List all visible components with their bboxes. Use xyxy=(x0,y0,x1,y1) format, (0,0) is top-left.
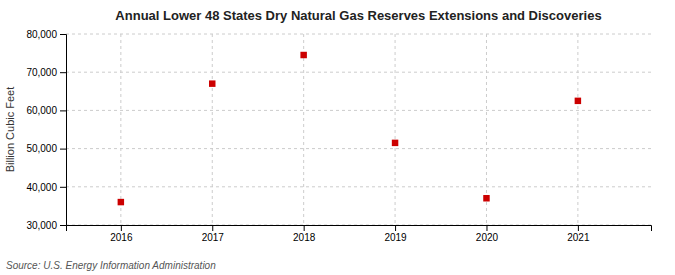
x-tick: 2018 xyxy=(293,225,316,243)
x-tick-mark xyxy=(578,225,579,231)
y-tick-mark xyxy=(60,149,66,150)
x-axis-line xyxy=(67,226,652,232)
x-grid-line xyxy=(303,34,304,225)
x-tick: 2017 xyxy=(202,225,225,243)
y-axis-line xyxy=(60,35,67,226)
title: Annual Lower 48 States Dry Natural Gas R… xyxy=(115,8,601,23)
x-tick: 2021 xyxy=(567,225,590,243)
y-tick-label: 60,000 xyxy=(26,105,57,116)
y-tick: 50,000 xyxy=(26,143,66,154)
x-tick-label: 2017 xyxy=(202,232,225,243)
x-tick-mark xyxy=(304,225,305,231)
y-tick: 70,000 xyxy=(26,67,66,78)
y-tick: 30,000 xyxy=(26,220,66,231)
point xyxy=(300,52,306,58)
x-grid-line xyxy=(120,34,121,225)
x-tick-label: 2021 xyxy=(567,232,590,243)
plot: 2016 2017 2018 2019 2020 2021 30,000 40,000 50,0… xyxy=(26,29,651,243)
y-tick-mark xyxy=(60,34,66,35)
x-tick-label: 2020 xyxy=(476,232,499,243)
x-tick-label: 2016 xyxy=(110,232,133,243)
y-grid-line xyxy=(66,72,651,73)
y-tick-label: 80,000 xyxy=(26,29,57,40)
grid xyxy=(66,34,651,225)
x-tick-label: 2018 xyxy=(293,232,316,243)
point xyxy=(483,195,489,201)
source-note: Source: U.S. Energy Information Administ… xyxy=(6,260,216,271)
x-tick: 2016 xyxy=(110,225,133,243)
x-tick-mark xyxy=(486,225,487,231)
y-tick-mark xyxy=(60,225,66,226)
y-tick-label: 50,000 xyxy=(26,143,57,154)
point xyxy=(209,80,215,86)
x-grid-line xyxy=(212,34,213,225)
y-tick-mark xyxy=(60,72,66,73)
y-grid-line xyxy=(66,186,651,187)
y-tick-label: 40,000 xyxy=(26,182,57,193)
x-tick-label: 2019 xyxy=(384,232,407,243)
x-grid-line xyxy=(577,34,578,225)
x-axis: 2016 2017 2018 2019 2020 2021 xyxy=(67,225,652,243)
y-tick: 60,000 xyxy=(26,105,66,116)
x-grid-line xyxy=(395,34,396,225)
x-tick-mark xyxy=(395,225,396,231)
marks xyxy=(118,52,582,206)
point xyxy=(392,140,398,146)
x-tick-mark xyxy=(121,225,122,231)
y-tick: 40,000 xyxy=(26,182,66,193)
y-tick: 80,000 xyxy=(26,29,66,40)
x-tick: 2020 xyxy=(476,225,499,243)
y-tick-label: 30,000 xyxy=(26,220,57,231)
y-grid-line xyxy=(66,148,651,149)
y-grid-line xyxy=(66,110,651,111)
point xyxy=(575,98,581,104)
y-tick-mark xyxy=(60,187,66,188)
y-tick-label: 70,000 xyxy=(26,67,57,78)
chart: 2016 2017 2018 2019 2020 2021 30,000 40,000 50,0… xyxy=(0,0,675,275)
x-tick-mark xyxy=(212,225,213,231)
y-axis-label: Billion Cubic Feet xyxy=(4,87,16,173)
y-grid-line xyxy=(66,34,651,35)
point xyxy=(118,199,124,205)
y-tick-mark xyxy=(60,110,66,111)
y-axis: 30,000 40,000 50,000 60,000 70,000 80,000 xyxy=(26,29,66,231)
x-tick: 2019 xyxy=(384,225,407,243)
